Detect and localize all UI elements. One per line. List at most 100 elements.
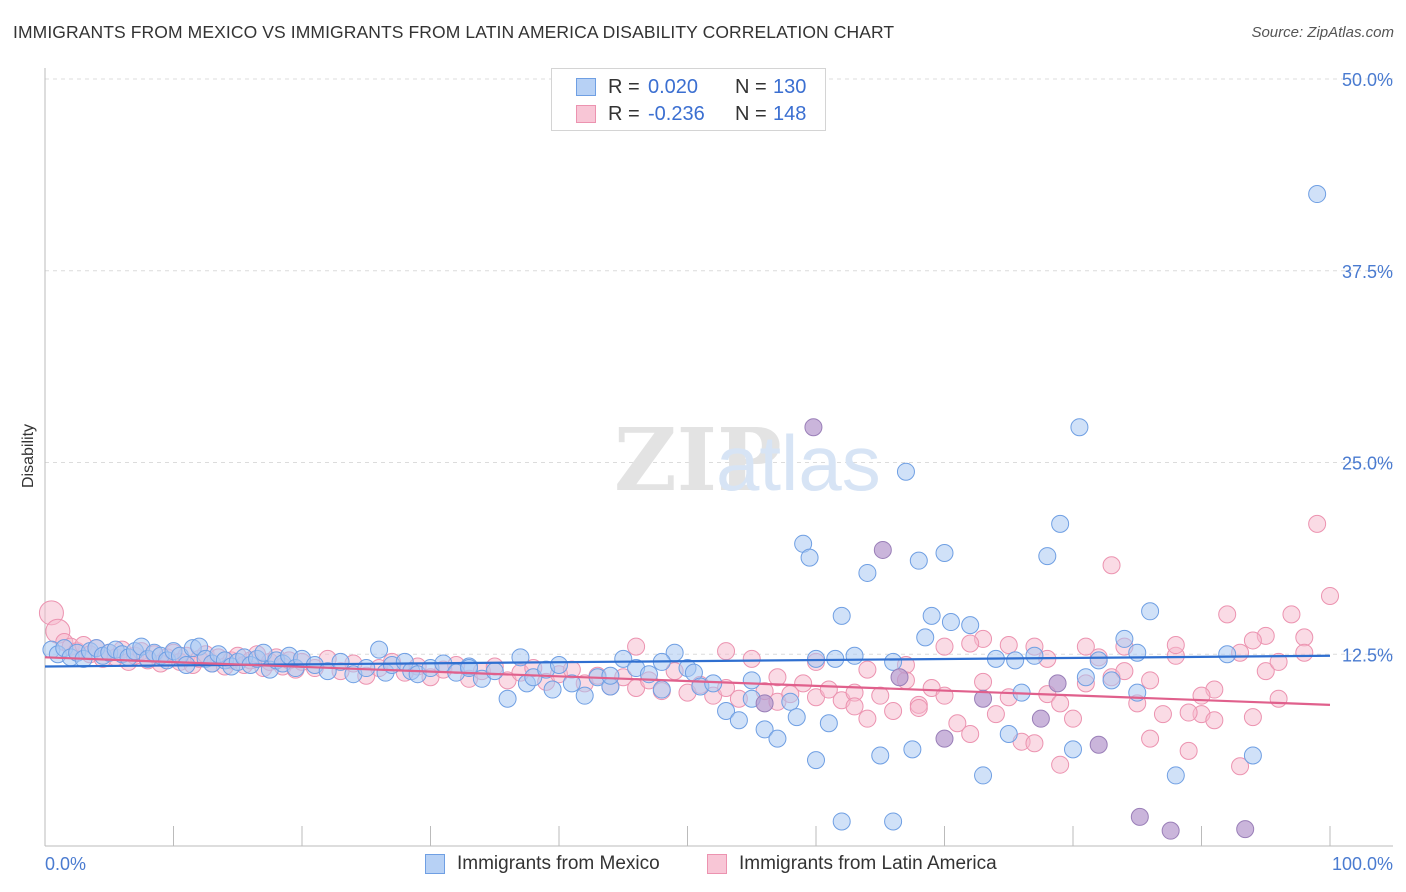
blue-point <box>614 649 633 668</box>
correlation-legend: R = 0.020 N = 130 R = -0.236 N = 148 <box>551 68 826 131</box>
blue-point <box>543 680 562 699</box>
pink-point <box>1179 703 1198 722</box>
blue-point <box>729 711 748 730</box>
pink-point <box>1269 689 1288 708</box>
blue-point <box>550 655 568 674</box>
pink-point <box>986 705 1005 724</box>
purple-point <box>890 668 909 687</box>
blue-point <box>1089 651 1108 670</box>
pink-point <box>845 697 864 716</box>
purple-point <box>974 689 993 708</box>
pink-point <box>1141 729 1160 748</box>
blue-point <box>858 563 877 582</box>
pink-point <box>1218 605 1237 624</box>
blue-point <box>896 462 915 481</box>
blue-point <box>871 746 890 765</box>
blue-point <box>1064 740 1082 759</box>
blue-point <box>974 766 993 785</box>
pink-point <box>1308 514 1327 533</box>
source-label: Source: ZipAtlas.com <box>1251 24 1394 41</box>
blue-point <box>704 674 723 693</box>
legend-n-value: 148 <box>773 102 807 125</box>
blue-point <box>331 652 350 671</box>
legend-swatch-pink <box>576 105 596 123</box>
blue-point <box>1141 602 1160 621</box>
data-points <box>38 185 1339 840</box>
pink-point <box>1179 741 1198 760</box>
watermark-zip: ZIP <box>614 410 782 511</box>
blue-point <box>916 628 935 647</box>
purple-point <box>1089 735 1108 754</box>
legend-r-value: 0.020 <box>648 75 699 98</box>
blue-point <box>832 606 851 625</box>
pink-point <box>961 725 980 744</box>
pink-point <box>1115 662 1134 681</box>
legend-row-latin-america: R = -0.236 N = 148 <box>576 102 806 126</box>
pink-point <box>948 714 967 733</box>
series-swatch-blue <box>425 854 445 874</box>
series-legend-latin-america: Immigrants from Latin America <box>707 852 997 876</box>
blue-point <box>1038 547 1057 566</box>
series-label-mexico: Immigrants from Mexico <box>457 853 660 874</box>
series-swatch-pink <box>707 854 727 874</box>
tick-labels: 12.5% 25.0% 37.5% 50.0% 0.0% 100.0% <box>45 70 1393 874</box>
purple-point <box>1161 821 1180 840</box>
blue-point <box>961 616 980 635</box>
blue-point <box>807 649 825 668</box>
x-tick-label: 100.0% <box>1332 854 1393 874</box>
blue-point <box>1128 643 1147 662</box>
series-legend-mexico: Immigrants from Mexico <box>425 852 660 876</box>
blue-point <box>370 640 389 659</box>
pink-point <box>884 702 903 721</box>
pink-trend-line <box>44 656 1331 706</box>
pink-point <box>1282 605 1301 624</box>
blue-point <box>1070 418 1089 437</box>
blue-point <box>781 692 800 711</box>
y-tick-label: 12.5% <box>1342 645 1393 665</box>
pink-point <box>1064 709 1082 728</box>
blue-point <box>941 613 960 632</box>
pink-point <box>999 636 1018 655</box>
purple-point <box>804 418 823 437</box>
axes <box>44 68 1393 847</box>
pink-point <box>935 637 954 656</box>
pink-point <box>871 686 890 705</box>
pink-point <box>1166 636 1185 655</box>
pink-point <box>1051 755 1070 774</box>
y-tick-label: 25.0% <box>1342 454 1393 474</box>
pink-point <box>794 674 813 693</box>
blue-point <box>832 812 851 831</box>
series-label-latin-america: Immigrants from Latin America <box>739 853 997 874</box>
pink-point <box>858 709 877 728</box>
blue-point <box>819 714 838 733</box>
blue-point <box>909 551 928 570</box>
blue-point <box>1166 766 1185 785</box>
pink-point <box>1192 686 1211 705</box>
blue-point <box>787 708 806 727</box>
legend-r-label: R = <box>608 102 640 125</box>
pink-point <box>1295 628 1314 647</box>
watermark-atlas: atlas <box>716 419 881 507</box>
blue-point <box>498 689 517 708</box>
blue-point <box>1243 746 1262 765</box>
pink-point <box>961 634 980 653</box>
pink-point <box>1295 643 1314 662</box>
pink-point <box>909 698 928 717</box>
chart-title: IMMIGRANTS FROM MEXICO VS IMMIGRANTS FRO… <box>13 22 895 42</box>
pink-point <box>1243 631 1262 650</box>
blue-point <box>903 740 922 759</box>
purple-point <box>873 540 892 559</box>
legend-n-label: N = <box>735 75 767 98</box>
trend-lines <box>44 654 1331 706</box>
pink-point <box>768 668 787 687</box>
legend-r-value: -0.236 <box>648 102 705 125</box>
y-tick-label: 50.0% <box>1342 70 1393 90</box>
purple-point <box>755 694 774 713</box>
legend-n-label: N = <box>735 102 767 125</box>
blue-point <box>652 680 671 699</box>
purple-point <box>1130 807 1149 826</box>
blue-point <box>935 544 954 563</box>
blue-point <box>755 720 774 739</box>
blue-point <box>1076 668 1095 687</box>
